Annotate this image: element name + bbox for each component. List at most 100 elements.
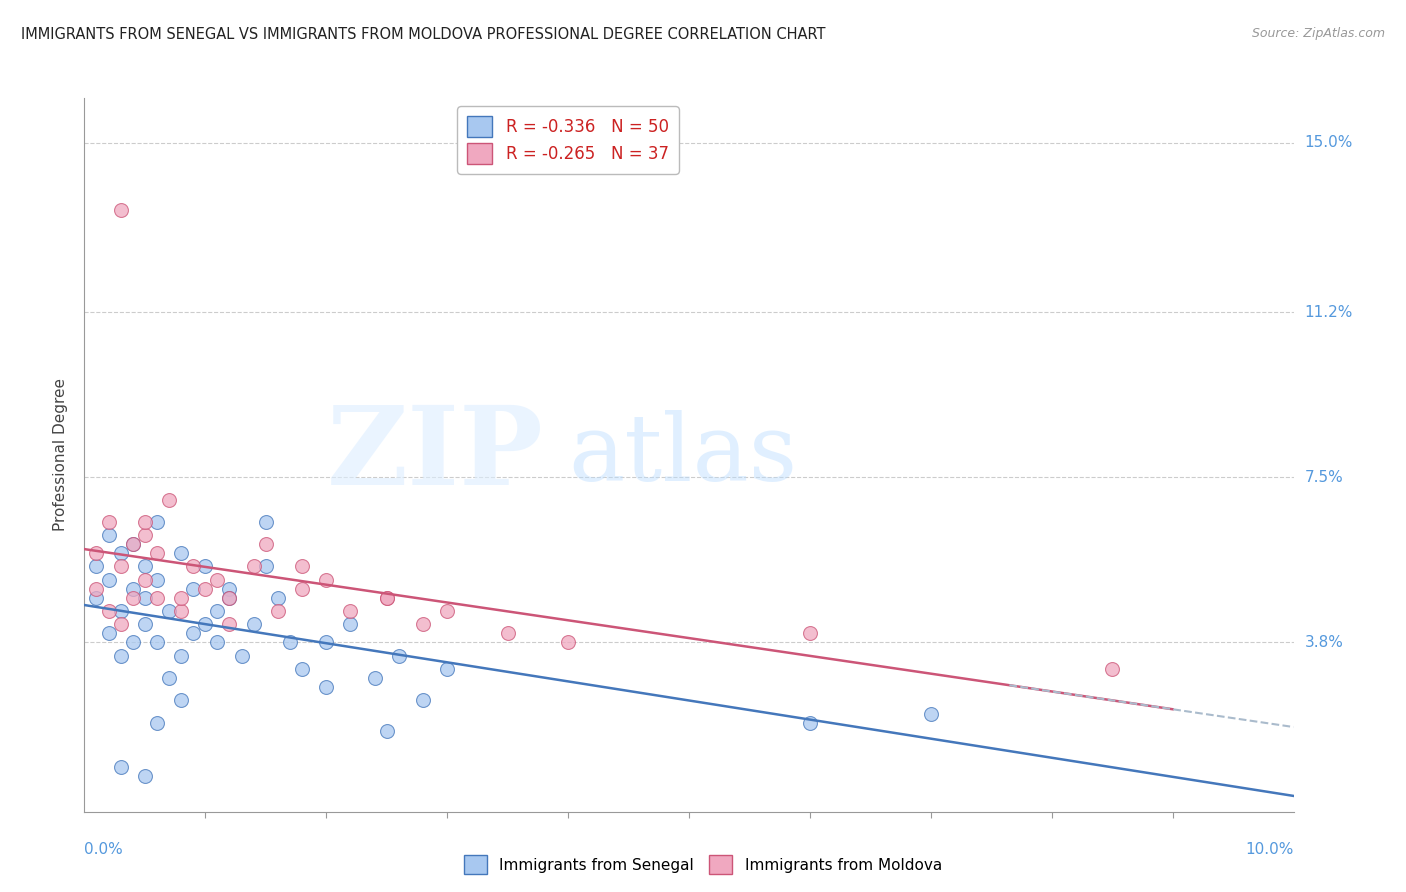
Point [146, 515, 169, 529]
Point [121, 635, 143, 649]
Point [86, 546, 108, 560]
Point [181, 626, 204, 640]
Point [134, 559, 156, 574]
Text: 11.2%: 11.2% [1305, 305, 1353, 319]
Point [97, 573, 120, 587]
Legend: R = -0.336   N = 50, R = -0.265   N = 37: R = -0.336 N = 50, R = -0.265 N = 37 [457, 106, 679, 174]
Point [134, 769, 156, 783]
Point [207, 635, 229, 649]
Point [242, 559, 264, 574]
Point [110, 604, 132, 618]
Point [496, 626, 519, 640]
Point [254, 515, 277, 529]
Point [218, 591, 240, 605]
Point [110, 546, 132, 560]
Point [278, 635, 301, 649]
Point [291, 582, 314, 596]
Point [157, 492, 180, 507]
Point [375, 591, 398, 605]
Point [339, 617, 361, 632]
Point [315, 635, 337, 649]
Text: 0.0%: 0.0% [84, 842, 124, 857]
Text: IMMIGRANTS FROM SENEGAL VS IMMIGRANTS FROM MOLDOVA PROFESSIONAL DEGREE CORRELATI: IMMIGRANTS FROM SENEGAL VS IMMIGRANTS FR… [21, 27, 825, 42]
Point [254, 559, 277, 574]
Point [218, 617, 240, 632]
Text: 10.0%: 10.0% [1246, 842, 1294, 857]
Point [412, 617, 434, 632]
Legend: Immigrants from Senegal, Immigrants from Moldova: Immigrants from Senegal, Immigrants from… [458, 849, 948, 880]
Point [86, 559, 108, 574]
Point [242, 617, 264, 632]
Point [291, 559, 314, 574]
Point [170, 591, 193, 605]
Point [436, 662, 458, 676]
Point [194, 559, 217, 574]
Point [157, 604, 180, 618]
Point [121, 591, 143, 605]
Point [170, 693, 193, 707]
Point [146, 715, 169, 730]
Point [375, 724, 398, 739]
Point [121, 582, 143, 596]
Point [170, 546, 193, 560]
Point [110, 760, 132, 774]
Point [799, 626, 821, 640]
Point [97, 604, 120, 618]
Point [181, 582, 204, 596]
Point [134, 528, 156, 542]
Point [134, 515, 156, 529]
Point [388, 648, 411, 663]
Point [315, 680, 337, 694]
Y-axis label: Professional Degree: Professional Degree [53, 378, 69, 532]
Point [557, 635, 579, 649]
Text: Source: ZipAtlas.com: Source: ZipAtlas.com [1251, 27, 1385, 40]
Point [121, 537, 143, 551]
Point [412, 693, 434, 707]
Point [86, 591, 108, 605]
Point [146, 573, 169, 587]
Point [146, 546, 169, 560]
Point [97, 515, 120, 529]
Point [146, 635, 169, 649]
Point [110, 559, 132, 574]
Point [134, 591, 156, 605]
Point [110, 202, 132, 217]
Point [194, 617, 217, 632]
Point [267, 591, 290, 605]
Text: 3.8%: 3.8% [1305, 635, 1344, 649]
Text: 7.5%: 7.5% [1305, 470, 1343, 484]
Point [121, 537, 143, 551]
Point [799, 715, 821, 730]
Point [207, 604, 229, 618]
Point [207, 573, 229, 587]
Point [146, 591, 169, 605]
Point [97, 528, 120, 542]
Text: ZIP: ZIP [328, 401, 544, 508]
Point [363, 671, 385, 685]
Point [134, 573, 156, 587]
Point [134, 617, 156, 632]
Point [218, 582, 240, 596]
Point [157, 671, 180, 685]
Point [291, 662, 314, 676]
Point [920, 706, 942, 721]
Point [315, 573, 337, 587]
Point [170, 648, 193, 663]
Text: atlas: atlas [568, 410, 797, 500]
Point [194, 582, 217, 596]
Point [375, 591, 398, 605]
Point [97, 626, 120, 640]
Point [218, 591, 240, 605]
Point [436, 604, 458, 618]
Point [267, 604, 290, 618]
Point [181, 559, 204, 574]
Point [110, 648, 132, 663]
Point [110, 617, 132, 632]
Point [86, 582, 108, 596]
Point [254, 537, 277, 551]
Text: 15.0%: 15.0% [1305, 136, 1353, 150]
Point [231, 648, 253, 663]
Point [1101, 662, 1123, 676]
Point [170, 604, 193, 618]
Point [339, 604, 361, 618]
